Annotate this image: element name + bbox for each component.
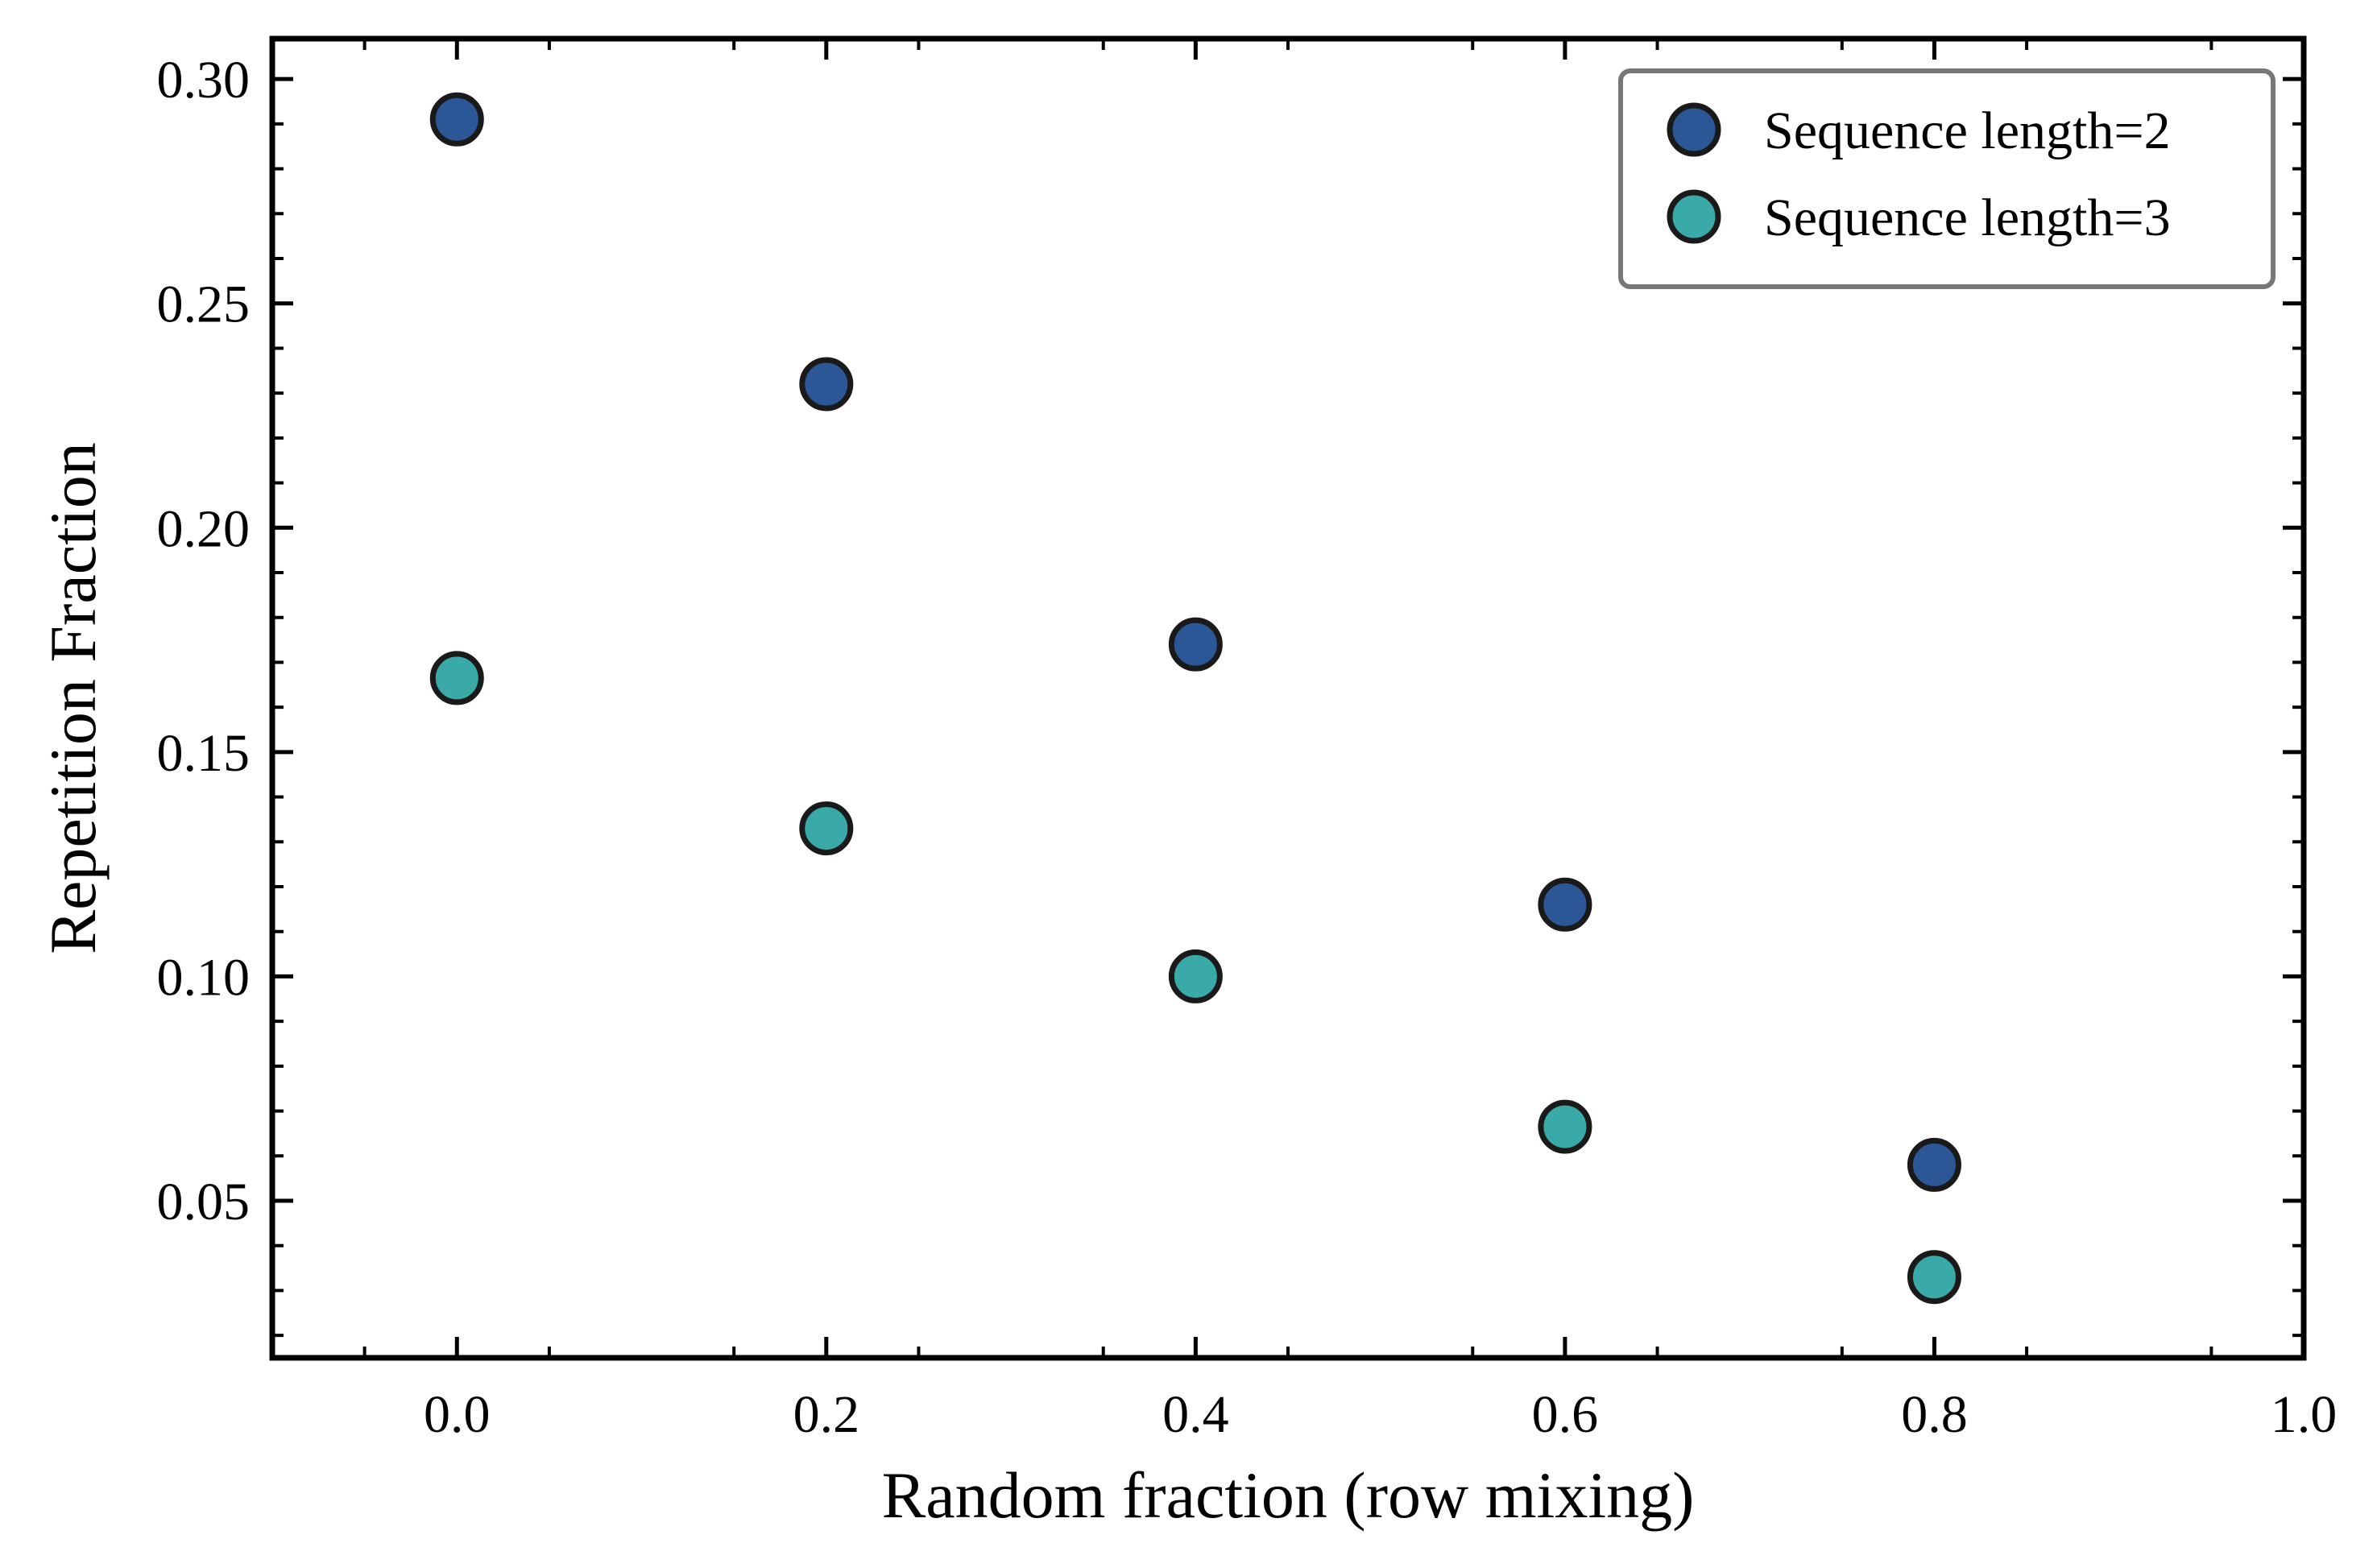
scatter-point bbox=[429, 92, 484, 147]
x-tick-label: 0.2 bbox=[793, 1385, 860, 1444]
x-tick-label: 0.8 bbox=[1901, 1385, 1968, 1444]
legend-label: Sequence length=3 bbox=[1764, 188, 2171, 247]
scatter-point bbox=[1168, 949, 1223, 1003]
x-axis-label: Random fraction (row mixing) bbox=[882, 1458, 1695, 1532]
scatter-point bbox=[1538, 1099, 1592, 1154]
scatter-point bbox=[1907, 1250, 1961, 1305]
y-tick-label: 0.30 bbox=[157, 51, 251, 110]
scatter-point bbox=[429, 651, 484, 705]
series-1-points bbox=[429, 92, 1961, 1192]
x-tick-label: 0.6 bbox=[1532, 1385, 1599, 1444]
y-tick-labels: 0.05 0.10 0.15 0.20 0.25 0.30 bbox=[157, 51, 251, 1231]
x-tick-label: 0.0 bbox=[424, 1385, 491, 1444]
x-tick-labels: 0.0 0.2 0.4 0.6 0.8 1.0 bbox=[424, 1385, 2337, 1444]
legend-marker bbox=[1667, 189, 1721, 244]
y-tick-label: 0.15 bbox=[157, 724, 251, 783]
y-tick-label: 0.05 bbox=[157, 1173, 251, 1231]
y-tick-label: 0.10 bbox=[157, 948, 251, 1007]
legend-items: Sequence length=2 Sequence length=3 bbox=[1667, 101, 2171, 247]
scatter-point bbox=[1168, 617, 1223, 672]
scatter-point bbox=[799, 801, 854, 856]
y-axis-label: Repetition Fraction bbox=[36, 442, 110, 954]
legend: Sequence length=2 Sequence length=3 bbox=[1618, 68, 2276, 289]
scatter-point bbox=[1538, 877, 1592, 932]
plot-frame bbox=[269, 35, 2307, 1361]
legend-label: Sequence length=2 bbox=[1764, 101, 2171, 160]
x-tick-label: 1.0 bbox=[2271, 1385, 2338, 1444]
legend-marker bbox=[1667, 102, 1721, 157]
legend-box bbox=[1618, 68, 2276, 289]
scatter-point bbox=[1907, 1137, 1961, 1192]
major-ticks bbox=[272, 39, 2306, 1358]
x-tick-label: 0.4 bbox=[1162, 1385, 1229, 1444]
y-tick-label: 0.25 bbox=[157, 275, 251, 334]
data-points bbox=[429, 92, 1961, 1305]
scatter-point bbox=[799, 357, 854, 412]
series-2-points bbox=[429, 651, 1961, 1305]
y-tick-label: 0.20 bbox=[157, 499, 251, 558]
